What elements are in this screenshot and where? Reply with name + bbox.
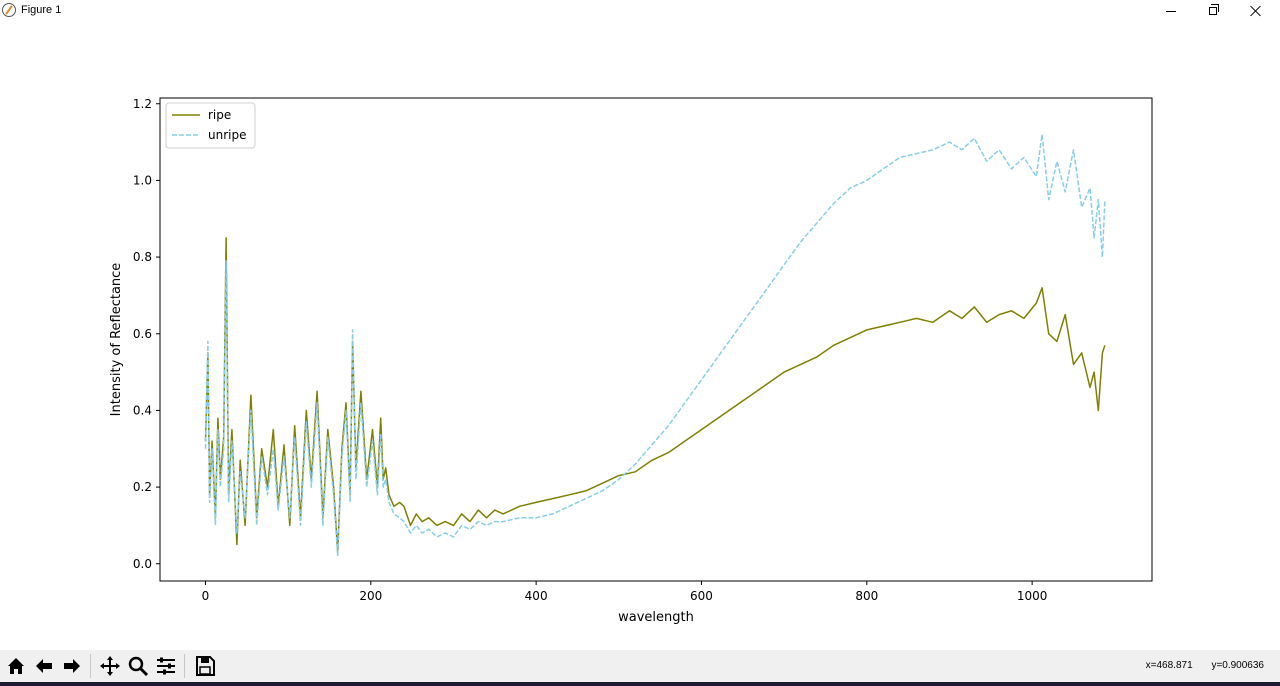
cursor-coordinates: x=468.871 y=0.900636 bbox=[1130, 660, 1264, 671]
title-bar: Figure 1 bbox=[0, 0, 1280, 24]
x-tick-label: 1000 bbox=[1017, 589, 1048, 603]
x-tick-label: 600 bbox=[690, 589, 713, 603]
configure-subplots-button[interactable] bbox=[154, 654, 178, 678]
restore-button[interactable] bbox=[1190, 0, 1236, 22]
save-icon bbox=[196, 656, 215, 676]
save-button[interactable] bbox=[193, 654, 217, 678]
x-coordinate-readout: x=468.871 bbox=[1145, 660, 1193, 671]
zoom-button[interactable] bbox=[126, 654, 150, 678]
x-tick-label: 800 bbox=[855, 589, 878, 603]
figure-canvas[interactable]: 0 200 400 600 800 1000 0.00.20.40.60.81.01.2 … bbox=[0, 24, 1280, 650]
y-axis-label: Intensity of Reflectance bbox=[109, 263, 124, 417]
legend: ripe unripe bbox=[165, 102, 256, 149]
x-tick-label: 200 bbox=[359, 589, 382, 603]
y-tick-label: 1.0 bbox=[133, 173, 152, 187]
back-button[interactable] bbox=[32, 654, 56, 678]
y-coordinate-readout: y=0.900636 bbox=[1211, 660, 1264, 671]
x-axis-label: wavelength bbox=[618, 610, 694, 625]
close-icon bbox=[1250, 5, 1262, 17]
x-tick-label: 400 bbox=[525, 589, 548, 603]
y-tick-label: 0.6 bbox=[133, 327, 152, 341]
y-tick-label: 0.2 bbox=[133, 480, 152, 494]
navigation-toolbar bbox=[0, 650, 1280, 682]
taskbar-edge bbox=[0, 682, 1280, 686]
zoom-icon bbox=[128, 656, 149, 677]
series-line-ripe bbox=[204, 237, 1106, 554]
forward-icon bbox=[64, 659, 80, 673]
restore-icon bbox=[1209, 4, 1219, 15]
minimize-button[interactable] bbox=[1148, 0, 1194, 22]
minimize-icon bbox=[1166, 10, 1176, 12]
toolbar-separator bbox=[184, 654, 185, 678]
pan-button[interactable] bbox=[98, 654, 122, 678]
axes-frame bbox=[159, 97, 1153, 582]
series-line-unripe bbox=[204, 133, 1106, 557]
toolbar-separator bbox=[90, 654, 91, 678]
back-icon bbox=[36, 659, 52, 673]
home-button[interactable] bbox=[4, 654, 28, 678]
home-icon bbox=[8, 658, 24, 674]
x-tick-label: 0 bbox=[202, 589, 210, 603]
close-button[interactable] bbox=[1233, 0, 1279, 22]
matplotlib-app-icon bbox=[2, 3, 16, 17]
y-tick-label: 1.2 bbox=[133, 97, 152, 111]
y-tick-label: 0.8 bbox=[133, 250, 152, 264]
legend-label-ripe: ripe bbox=[208, 108, 231, 122]
y-tick-label: 0.0 bbox=[133, 557, 152, 571]
pan-icon bbox=[100, 656, 120, 676]
legend-label-unripe: unripe bbox=[208, 128, 246, 142]
configure-subplots-icon bbox=[157, 657, 175, 675]
y-tick-label: 0.4 bbox=[133, 403, 152, 417]
forward-button[interactable] bbox=[60, 654, 84, 678]
window-title: Figure 1 bbox=[21, 4, 62, 16]
